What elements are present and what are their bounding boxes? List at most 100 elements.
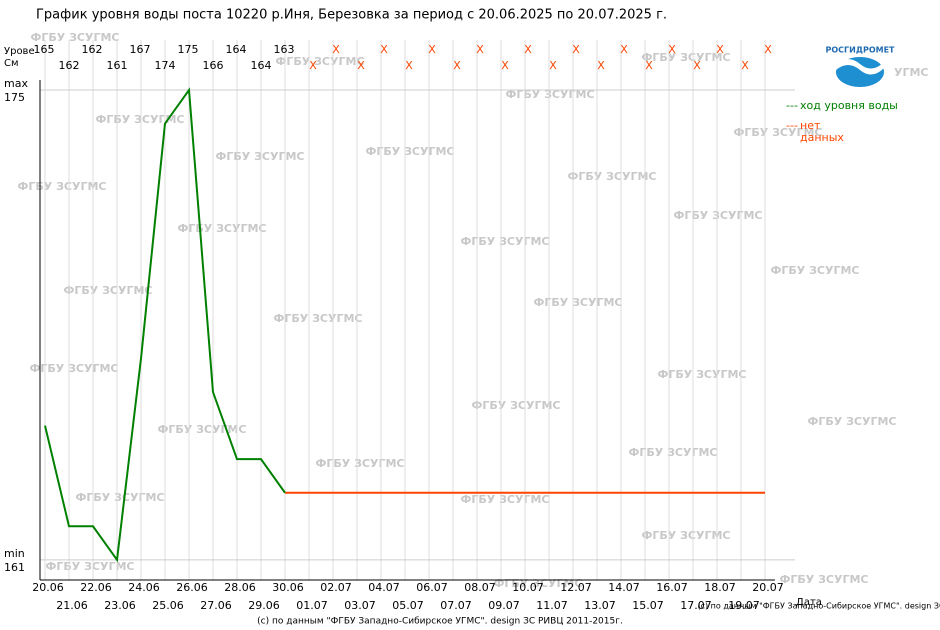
- x-tick-label: 09.07: [488, 599, 520, 612]
- watermark: ФГБУ ЗСУГМС: [315, 457, 404, 470]
- x-tick-label: 30.06: [272, 581, 304, 594]
- watermark: ФГБУ ЗСУГМС: [779, 573, 868, 586]
- missing-label: X: [332, 43, 340, 56]
- value-label: 163: [274, 43, 295, 56]
- missing-label: X: [453, 59, 461, 72]
- watermark: ФГБУ ЗСУГМС: [673, 209, 762, 222]
- x-tick-label: 05.07: [392, 599, 424, 612]
- watermark: ФГБУ ЗСУГМС: [807, 415, 896, 428]
- missing-label: X: [620, 43, 628, 56]
- watermark: ФГБУ ЗСУГМС: [567, 170, 656, 183]
- x-tick-label: 17.07: [680, 599, 712, 612]
- y-tick-caption: max: [4, 77, 28, 90]
- x-tick-label: 29.06: [248, 599, 280, 612]
- watermark: ФГБУ ЗСУГМС: [215, 150, 304, 163]
- x-tick-label: 19.07: [728, 599, 760, 612]
- missing-label: X: [741, 59, 749, 72]
- value-label: 165: [34, 43, 55, 56]
- x-tick-label: 02.07: [320, 581, 352, 594]
- legend-marker: ---: [786, 99, 798, 112]
- legend-marker: ---: [786, 119, 798, 132]
- watermark: ФГБУ ЗСУГМС: [460, 493, 549, 506]
- x-tick-label: 06.07: [416, 581, 448, 594]
- x-tick-label: 26.06: [176, 581, 208, 594]
- x-tick-label: 21.06: [56, 599, 88, 612]
- value-label: 174: [155, 59, 176, 72]
- value-label: 162: [59, 59, 80, 72]
- y-axis-label: Урове: [4, 46, 35, 57]
- value-label: 167: [130, 43, 151, 56]
- value-label: 166: [203, 59, 224, 72]
- missing-label: X: [645, 59, 653, 72]
- logo-sub: УГМС: [894, 66, 929, 79]
- missing-label: X: [764, 43, 772, 56]
- missing-label: X: [501, 59, 509, 72]
- y-axis-label: См: [4, 58, 19, 69]
- watermark: ФГБУ ЗСУГМС: [75, 491, 164, 504]
- footer: (с) по данным "ФГБУ Западно-Сибирское УГ…: [697, 602, 940, 611]
- x-tick-label: 20.06: [32, 581, 64, 594]
- x-tick-label: 15.07: [632, 599, 664, 612]
- missing-label: X: [309, 59, 317, 72]
- logo: РОСГИДРОМЕТ УГМС: [826, 46, 929, 87]
- watermark: ФГБУ ЗСУГМС: [273, 312, 362, 325]
- x-tick-label: 25.06: [152, 599, 184, 612]
- x-tick-label: 13.07: [584, 599, 616, 612]
- value-label: 162: [82, 43, 103, 56]
- missing-label: X: [524, 43, 532, 56]
- watermark: ФГБУ ЗСУГМС: [365, 145, 454, 158]
- x-tick-label: 11.07: [536, 599, 568, 612]
- x-tick-label: 27.06: [200, 599, 232, 612]
- x-tick-label: 14.07: [608, 581, 640, 594]
- watermark: ФГБУ ЗСУГМС: [533, 296, 622, 309]
- missing-label: X: [716, 43, 724, 56]
- value-label: 164: [251, 59, 272, 72]
- watermark: ФГБУ ЗСУГМС: [657, 368, 746, 381]
- x-tick-label: 08.07: [464, 581, 496, 594]
- watermark: ФГБУ ЗСУГМС: [471, 399, 560, 412]
- watermark: ФГБУ ЗСУГМС: [641, 529, 730, 542]
- missing-label: X: [357, 59, 365, 72]
- x-tick-label: 28.06: [224, 581, 256, 594]
- missing-label: X: [693, 59, 701, 72]
- x-tick-label: 04.07: [368, 581, 400, 594]
- x-tick-label: 22.06: [80, 581, 112, 594]
- x-tick-label: 20.07: [752, 581, 784, 594]
- watermark: ФГБУ ЗСУГМС: [733, 126, 822, 139]
- chart-title: График уровня воды поста 10220 р.Иня, Бе…: [36, 8, 667, 23]
- x-tick-label: 10.07: [512, 581, 544, 594]
- x-tick-label: 07.07: [440, 599, 472, 612]
- watermark: ФГБУ ЗСУГМС: [45, 560, 134, 573]
- x-tick-label: 18.07: [704, 581, 736, 594]
- watermark: ФГБУ ЗСУГМС: [63, 284, 152, 297]
- x-tick-label: 24.06: [128, 581, 160, 594]
- logo-wave: [836, 59, 884, 75]
- x-tick-label: 12.07: [560, 581, 592, 594]
- data-line: [44, 87, 286, 563]
- x-tick-label: 01.07: [296, 599, 328, 612]
- logo-text: РОСГИДРОМЕТ: [826, 46, 896, 55]
- watermark: ФГБУ ЗСУГМС: [505, 88, 594, 101]
- watermark: ФГБУ ЗСУГМС: [29, 362, 118, 375]
- watermark: ФГБУ ЗСУГМС: [30, 31, 119, 44]
- legend-label: ход уровня воды: [800, 99, 898, 112]
- x-tick-label: 16.07: [656, 581, 688, 594]
- missing-label: X: [668, 43, 676, 56]
- missing-label: X: [405, 59, 413, 72]
- missing-label: X: [476, 43, 484, 56]
- watermark: ФГБУ ЗСУГМС: [460, 235, 549, 248]
- watermark: ФГБУ ЗСУГМС: [628, 446, 717, 459]
- watermark: ФГБУ ЗСУГМС: [641, 51, 730, 64]
- missing-label: X: [572, 43, 580, 56]
- value-label: 161: [107, 59, 128, 72]
- missing-label: X: [380, 43, 388, 56]
- x-tick-label: 23.06: [104, 599, 136, 612]
- missing-label: X: [597, 59, 605, 72]
- watermark: ФГБУ ЗСУГМС: [157, 423, 246, 436]
- value-label: 164: [226, 43, 247, 56]
- legend-label: нет данных: [800, 119, 844, 144]
- y-tick-label: 175: [4, 91, 25, 104]
- watermark: ФГБУ ЗСУГМС: [770, 264, 859, 277]
- value-label: 175: [178, 43, 199, 56]
